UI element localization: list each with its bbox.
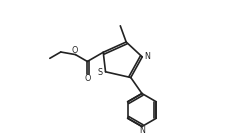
Text: O: O <box>72 45 78 54</box>
Text: N: N <box>144 52 150 61</box>
Text: S: S <box>98 68 103 77</box>
Text: O: O <box>84 74 91 83</box>
Text: N: N <box>139 126 145 135</box>
